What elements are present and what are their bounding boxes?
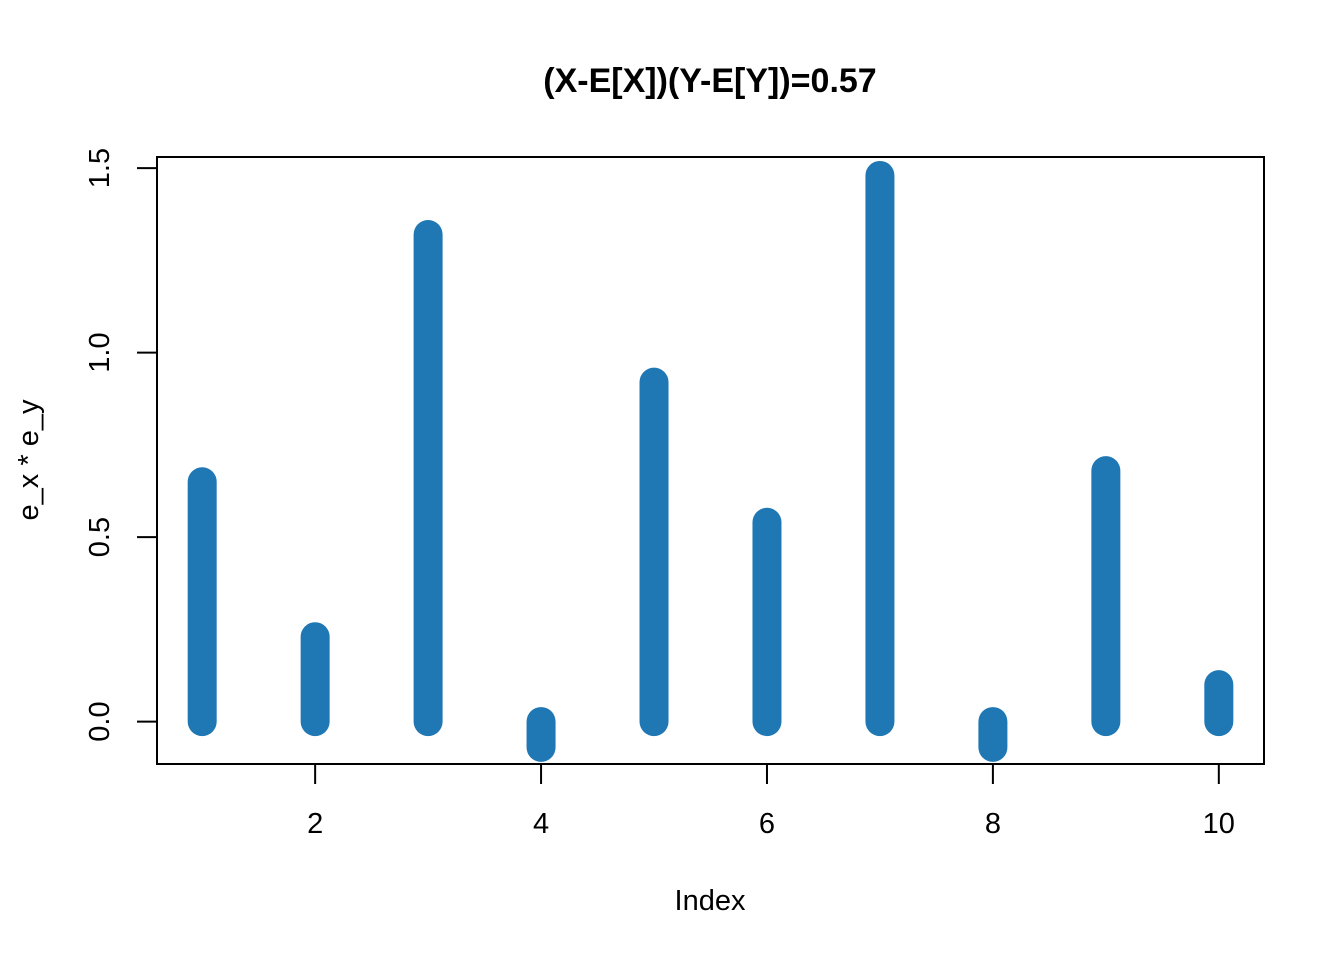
x-axis: 2 4 6 8 10 bbox=[307, 763, 1235, 840]
y-axis: 0.0 0.5 1.0 1.5 bbox=[84, 148, 158, 742]
x-tick-label: 6 bbox=[759, 808, 775, 840]
x-tick-label: 10 bbox=[1203, 808, 1235, 840]
x-tick-label: 2 bbox=[307, 808, 323, 840]
y-axis-label: e_x * e_y bbox=[13, 399, 45, 520]
y-tick-label: 1.0 bbox=[84, 332, 116, 372]
bars-group bbox=[187, 160, 1234, 762]
x-axis-label: Index bbox=[675, 885, 746, 917]
x-tick-label: 4 bbox=[533, 808, 549, 840]
x-tick-label: 8 bbox=[985, 808, 1001, 840]
chart-title: (X-E[X])(Y-E[Y])=0.57 bbox=[543, 62, 876, 100]
y-tick-label: 0.0 bbox=[84, 701, 116, 741]
y-tick-label: 1.5 bbox=[84, 148, 116, 188]
y-tick-label: 0.5 bbox=[84, 517, 116, 557]
